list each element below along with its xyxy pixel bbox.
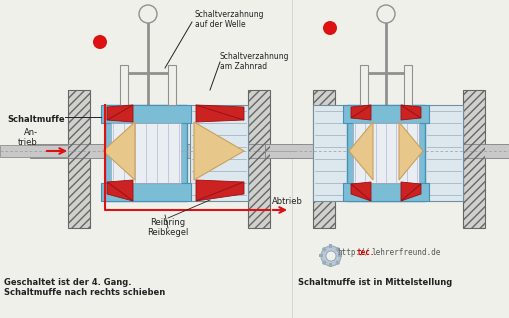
Text: http://: http:// (336, 248, 369, 257)
Polygon shape (350, 182, 370, 201)
Bar (321, 247, 326, 252)
Bar (329, 245, 332, 248)
Polygon shape (195, 182, 243, 201)
Bar (101, 183, 191, 201)
Text: Schaltmuffe ist in Mittelstellung: Schaltmuffe ist in Mittelstellung (297, 278, 451, 287)
Text: Geschaltet ist der 4. Gang.
Schaltmuffe nach rechts schieben: Geschaltet ist der 4. Gang. Schaltmuffe … (4, 278, 165, 297)
Bar (313, 105, 346, 201)
Bar (352, 123, 418, 183)
Bar (403, 65, 411, 105)
Text: An-
trieb: An- trieb (18, 128, 38, 147)
Circle shape (322, 21, 336, 35)
Polygon shape (400, 182, 420, 201)
Polygon shape (103, 122, 135, 180)
Bar (334, 260, 340, 265)
Bar (120, 65, 128, 105)
Bar (338, 254, 342, 258)
Bar (343, 183, 428, 201)
Bar (68, 90, 90, 228)
Polygon shape (193, 122, 243, 180)
Bar (0, 145, 68, 157)
Bar (424, 105, 462, 201)
Polygon shape (348, 122, 372, 180)
Bar (247, 90, 269, 228)
Bar (462, 90, 484, 228)
Text: Reibkegel: Reibkegel (147, 228, 188, 237)
Polygon shape (400, 105, 420, 120)
Text: tec.: tec. (356, 248, 375, 257)
Bar (359, 65, 367, 105)
Bar (329, 264, 332, 267)
Polygon shape (107, 105, 133, 122)
Polygon shape (398, 122, 422, 180)
Text: Reibring: Reibring (150, 218, 185, 227)
Circle shape (93, 35, 107, 49)
Bar (247, 90, 269, 228)
Text: Schaltmuffe: Schaltmuffe (7, 115, 65, 124)
Bar (321, 260, 326, 265)
Bar (462, 90, 484, 228)
Polygon shape (195, 105, 243, 122)
Bar (319, 254, 323, 258)
Text: Abtrieb: Abtrieb (271, 197, 302, 206)
Polygon shape (107, 182, 133, 201)
Polygon shape (400, 184, 420, 201)
Bar (105, 105, 187, 201)
Polygon shape (107, 105, 133, 120)
Bar (313, 90, 334, 228)
Bar (30, 144, 269, 158)
Text: lehrerfreund.de: lehrerfreund.de (370, 248, 439, 257)
Bar (111, 123, 181, 183)
Polygon shape (400, 105, 420, 118)
Bar (334, 247, 340, 252)
Polygon shape (350, 105, 370, 120)
Bar (343, 105, 428, 123)
Bar (190, 105, 247, 201)
Polygon shape (195, 105, 243, 120)
Bar (269, 145, 319, 157)
Polygon shape (195, 180, 243, 201)
Text: Schaltverzahnung
auf der Welle: Schaltverzahnung auf der Welle (194, 10, 264, 29)
Circle shape (376, 5, 394, 23)
Circle shape (139, 5, 157, 23)
Polygon shape (350, 105, 370, 118)
Polygon shape (350, 184, 370, 201)
Bar (313, 90, 334, 228)
Polygon shape (107, 180, 133, 201)
Bar (101, 105, 191, 123)
Bar (167, 65, 176, 105)
Bar (346, 105, 424, 201)
Circle shape (320, 246, 341, 266)
Text: Schaltverzahnung
am Zahnrad: Schaltverzahnung am Zahnrad (219, 52, 289, 72)
Bar (265, 144, 509, 158)
Bar (68, 90, 90, 228)
Circle shape (325, 251, 335, 261)
